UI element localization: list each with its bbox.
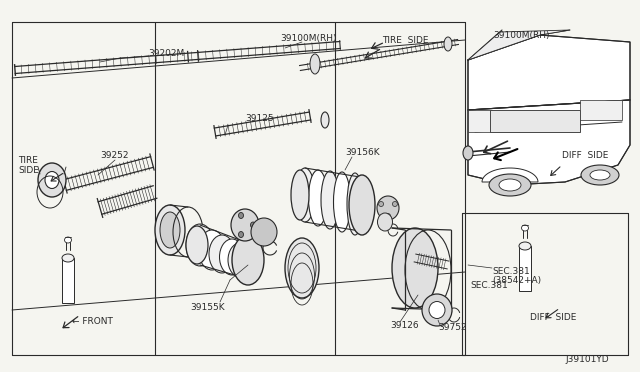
Text: 39100M(RH): 39100M(RH): [280, 33, 337, 42]
Bar: [490, 110, 580, 132]
Ellipse shape: [429, 301, 445, 318]
Ellipse shape: [251, 218, 277, 246]
Ellipse shape: [155, 205, 185, 255]
Ellipse shape: [291, 170, 309, 220]
Ellipse shape: [45, 171, 59, 189]
Ellipse shape: [377, 196, 399, 220]
Ellipse shape: [392, 228, 438, 308]
Ellipse shape: [321, 112, 329, 128]
Ellipse shape: [295, 168, 315, 222]
Ellipse shape: [186, 226, 208, 264]
Text: 39100M(RH): 39100M(RH): [493, 31, 550, 39]
Ellipse shape: [349, 175, 375, 235]
Ellipse shape: [379, 202, 383, 206]
Polygon shape: [468, 100, 630, 185]
Bar: [62, 258, 74, 303]
Ellipse shape: [220, 239, 244, 275]
Ellipse shape: [160, 212, 180, 248]
Ellipse shape: [347, 173, 363, 235]
Ellipse shape: [186, 224, 214, 266]
Ellipse shape: [519, 242, 531, 250]
Text: 39252: 39252: [100, 151, 129, 160]
Ellipse shape: [392, 202, 397, 206]
Text: DIFF  SIDE: DIFF SIDE: [530, 314, 577, 323]
Text: SIDE: SIDE: [18, 166, 39, 174]
Text: SEC.381: SEC.381: [470, 280, 508, 289]
Ellipse shape: [333, 172, 351, 232]
Bar: [519, 246, 531, 291]
Ellipse shape: [308, 170, 328, 226]
Ellipse shape: [385, 214, 390, 218]
Text: TIRE  SIDE: TIRE SIDE: [382, 35, 429, 45]
Ellipse shape: [228, 243, 252, 277]
Ellipse shape: [285, 238, 319, 298]
Ellipse shape: [422, 294, 452, 326]
Polygon shape: [482, 168, 538, 182]
Ellipse shape: [239, 212, 243, 218]
Ellipse shape: [38, 163, 66, 197]
Ellipse shape: [239, 231, 243, 238]
Ellipse shape: [198, 230, 225, 270]
Text: 39126: 39126: [390, 321, 419, 330]
Text: TIRE: TIRE: [18, 155, 38, 164]
Polygon shape: [468, 30, 570, 60]
Ellipse shape: [321, 171, 339, 229]
Ellipse shape: [250, 222, 255, 228]
Text: 39752: 39752: [438, 324, 467, 333]
Ellipse shape: [522, 225, 529, 231]
Text: J39101YD: J39101YD: [565, 356, 609, 365]
Polygon shape: [468, 35, 630, 110]
Polygon shape: [468, 110, 490, 132]
Ellipse shape: [65, 237, 72, 243]
Ellipse shape: [232, 235, 264, 285]
Ellipse shape: [581, 165, 619, 185]
Ellipse shape: [310, 54, 320, 74]
Text: 39156K: 39156K: [345, 148, 380, 157]
Ellipse shape: [590, 170, 610, 180]
Ellipse shape: [378, 213, 392, 231]
Text: (38542+A): (38542+A): [492, 276, 541, 285]
Ellipse shape: [499, 179, 521, 191]
Text: ← FRONT: ← FRONT: [72, 317, 113, 327]
Ellipse shape: [489, 174, 531, 196]
Ellipse shape: [209, 235, 235, 273]
Ellipse shape: [463, 146, 473, 160]
Text: 39125: 39125: [245, 113, 274, 122]
Ellipse shape: [231, 209, 259, 241]
Text: 39202M: 39202M: [148, 48, 184, 58]
Text: 39155K: 39155K: [190, 304, 225, 312]
Ellipse shape: [62, 254, 74, 262]
Polygon shape: [580, 100, 622, 120]
Text: DIFF  SIDE: DIFF SIDE: [562, 151, 609, 160]
Ellipse shape: [444, 37, 452, 51]
Text: SEC.381: SEC.381: [492, 267, 530, 276]
